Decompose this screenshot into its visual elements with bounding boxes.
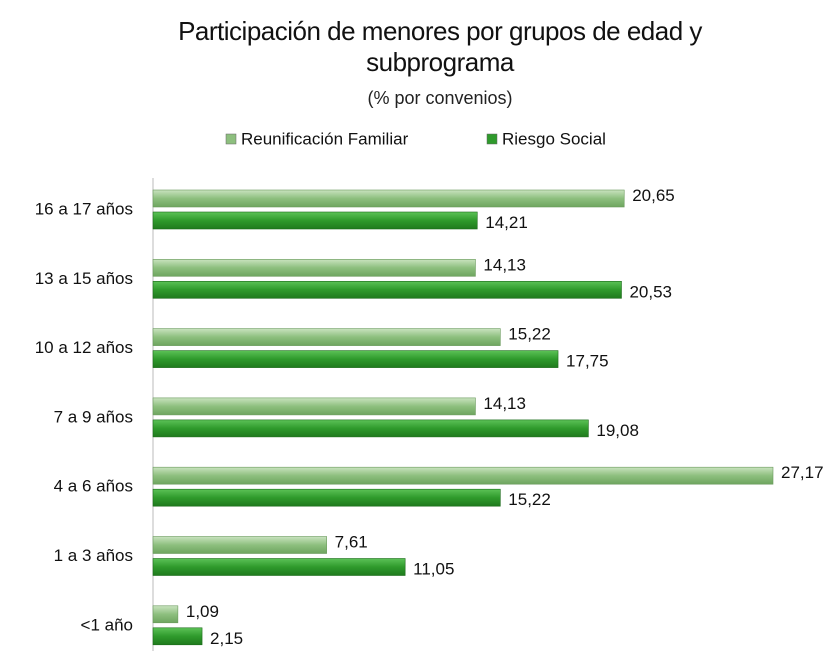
data-label: 15,22: [508, 490, 551, 509]
data-label: 20,65: [632, 186, 675, 205]
data-label: 20,53: [629, 282, 672, 301]
data-label: 14,13: [483, 394, 526, 413]
bar: [152, 558, 406, 576]
y-tick-label: 7 a 9 años: [54, 407, 133, 426]
bar: [152, 536, 327, 554]
bar: [152, 419, 589, 438]
legend-label: Reunificación Familiar: [241, 129, 409, 148]
bar: [152, 397, 476, 416]
data-label: 11,05: [413, 559, 454, 578]
chart-title: Participación de menores por grupos de e…: [178, 16, 702, 77]
data-label: 1,09: [186, 602, 219, 621]
bar: [152, 605, 179, 624]
legend-swatch: [486, 133, 498, 145]
y-tick-label: 13 a 15 años: [35, 269, 133, 288]
bar: [152, 328, 501, 346]
data-label: 17,75: [566, 352, 609, 371]
data-label: 27,17: [781, 463, 824, 482]
legend-label: Riesgo Social: [502, 129, 606, 148]
bar: [152, 211, 478, 230]
data-label: 15,22: [508, 325, 551, 344]
data-label: 2,15: [210, 629, 243, 648]
data-label: 19,08: [596, 421, 639, 440]
data-label: 14,21: [485, 213, 528, 232]
y-tick-label: 16 a 17 años: [35, 199, 133, 218]
y-tick-label: 10 a 12 años: [35, 338, 133, 357]
bar: [152, 488, 501, 507]
bar: [152, 627, 203, 646]
data-label: 7,61: [335, 532, 368, 551]
y-tick-label: 1 a 3 años: [54, 546, 133, 565]
bar: [152, 189, 625, 208]
y-tick-label: <1 año: [81, 615, 133, 634]
data-label: 14,13: [483, 255, 526, 274]
bar: [152, 466, 774, 485]
y-tick-label: 4 a 6 años: [54, 477, 133, 496]
legend-swatch: [225, 133, 237, 145]
chart-subtitle: (% por convenios): [367, 88, 513, 108]
bar: [152, 280, 622, 299]
bar: [152, 258, 476, 277]
bar: [152, 350, 559, 368]
